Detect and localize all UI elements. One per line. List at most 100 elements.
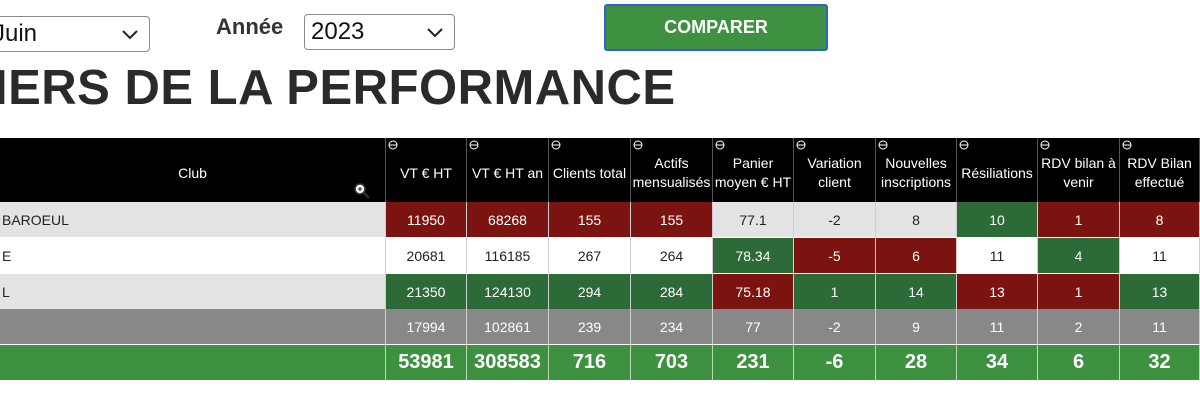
table-cell: 102861	[467, 309, 549, 344]
table-cell: 1	[794, 274, 876, 309]
sort-toggle-icon[interactable]	[1040, 140, 1050, 150]
table-cell: 124130	[467, 274, 549, 309]
column-header[interactable]: VT € HT an	[467, 138, 549, 202]
sort-toggle-icon[interactable]	[878, 140, 888, 150]
table-cell: 1	[1038, 274, 1120, 309]
column-header[interactable]: RDV bilan à venir	[1038, 138, 1120, 202]
column-header-label: Club	[178, 164, 207, 181]
sort-toggle-icon[interactable]	[959, 140, 969, 150]
month-select[interactable]: Juin	[0, 16, 150, 52]
table-row: L 21350 124130 294 284 75.18 1 14 13 1 13	[0, 274, 1200, 309]
compare-button[interactable]: COMPARER	[604, 4, 828, 51]
club-cell: BAROEUL	[0, 202, 386, 237]
table-cell: 17994	[386, 309, 467, 344]
column-header[interactable]: Club	[0, 138, 386, 202]
table-header-row: Club VT € HT VT € HT an Clients total Actifs…	[0, 138, 1200, 202]
column-header-label: RDV Bilan effectué	[1127, 155, 1192, 190]
column-header[interactable]: VT € HT	[386, 138, 467, 202]
table-cell: 11	[957, 309, 1038, 344]
sort-toggle-icon[interactable]	[388, 140, 398, 150]
column-header[interactable]: Actifs mensualisés	[631, 138, 713, 202]
sort-toggle-icon[interactable]	[551, 140, 561, 150]
table-cell: 68268	[467, 202, 549, 237]
table-cell: 20681	[386, 238, 467, 273]
table-cell: 13	[957, 274, 1038, 309]
chevron-down-icon	[427, 28, 443, 38]
table-cell: -2	[794, 309, 876, 344]
table-cell: 75.18	[713, 274, 794, 309]
column-header-label: Actifs mensualisés	[632, 155, 711, 190]
total-cell: -6	[794, 345, 876, 380]
total-cell: 6	[1038, 345, 1120, 380]
total-cell: 53981	[386, 345, 467, 380]
table-cell: 264	[631, 238, 713, 273]
column-header-label: VT € HT an	[471, 164, 544, 181]
sort-toggle-icon[interactable]	[633, 140, 643, 150]
table-cell: 155	[549, 202, 631, 237]
year-select-value: 2023	[311, 18, 365, 45]
club-cell	[0, 309, 386, 344]
total-cell: 231	[713, 345, 794, 380]
column-header-label: Nouvelles inscriptions	[880, 155, 952, 190]
total-cell: 308583	[467, 345, 549, 380]
total-cell: 716	[549, 345, 631, 380]
total-cell: 34	[957, 345, 1038, 380]
club-cell: E	[0, 238, 386, 273]
table-cell: 2	[1038, 309, 1120, 344]
table-cell: 239	[549, 309, 631, 344]
table-cell: 77.1	[713, 202, 794, 237]
column-header-label: Variation client	[807, 155, 862, 190]
table-cell: 284	[631, 274, 713, 309]
sort-toggle-icon[interactable]	[1122, 140, 1132, 150]
column-header[interactable]: Panier moyen € HT	[713, 138, 794, 202]
month-select-value: Juin	[0, 20, 38, 47]
table-cell: 4	[1038, 238, 1120, 273]
table-cell: 11	[1120, 238, 1200, 273]
sort-toggle-icon[interactable]	[715, 140, 725, 150]
sort-toggle-icon[interactable]	[469, 140, 479, 150]
zoom-icon[interactable]	[353, 182, 371, 200]
column-header-label: Résiliations	[961, 164, 1033, 181]
table-cell: 116185	[467, 238, 549, 273]
column-header[interactable]: Clients total	[549, 138, 631, 202]
total-cell: 32	[1120, 345, 1200, 380]
table-cell: 78.34	[713, 238, 794, 273]
table-row: 17994 102861 239 234 77 -2 9 11 2 11	[0, 309, 1200, 344]
page-title: IERS DE LA PERFORMANCE	[0, 61, 676, 115]
table-cell: 8	[1120, 202, 1200, 237]
table-cell: 21350	[386, 274, 467, 309]
table-cell: 77	[713, 309, 794, 344]
column-header[interactable]: Nouvelles inscriptions	[876, 138, 957, 202]
total-cell: 703	[631, 345, 713, 380]
table-cell: 155	[631, 202, 713, 237]
table-cell: 11950	[386, 202, 467, 237]
table-cell: 11	[957, 238, 1038, 273]
table-cell: 11	[1120, 309, 1200, 344]
year-select[interactable]: 2023	[304, 14, 455, 50]
table-cell: -2	[794, 202, 876, 237]
column-header[interactable]: Variation client	[794, 138, 876, 202]
column-header-label: Panier moyen € HT	[714, 155, 792, 190]
table-cell: -5	[794, 238, 876, 273]
table-cell: 267	[549, 238, 631, 273]
table-cell: 234	[631, 309, 713, 344]
table-cell: 10	[957, 202, 1038, 237]
table-cell: 6	[876, 238, 957, 273]
club-cell: L	[0, 274, 386, 309]
sort-toggle-icon[interactable]	[796, 140, 806, 150]
table-cell: 294	[549, 274, 631, 309]
table-cell: 13	[1120, 274, 1200, 309]
table-row: E 20681 116185 267 264 78.34 -5 6 11 4 11	[0, 238, 1200, 273]
column-header-label: Clients total	[552, 164, 627, 181]
chevron-down-icon	[122, 30, 138, 40]
column-header-label: RDV bilan à venir	[1041, 155, 1116, 190]
table-cell: 14	[876, 274, 957, 309]
totals-row: 53981 308583 716 703 231 -6 28 34 6 32	[0, 345, 1200, 380]
total-cell: 28	[876, 345, 957, 380]
table-row: BAROEUL 11950 68268 155 155 77.1 -2 8 10 1 8	[0, 202, 1200, 237]
column-header[interactable]: Résiliations	[957, 138, 1038, 202]
table-cell: 9	[876, 309, 957, 344]
year-label: Année	[216, 14, 284, 39]
column-header[interactable]: RDV Bilan effectué	[1120, 138, 1200, 202]
column-header-label: VT € HT	[400, 164, 452, 181]
